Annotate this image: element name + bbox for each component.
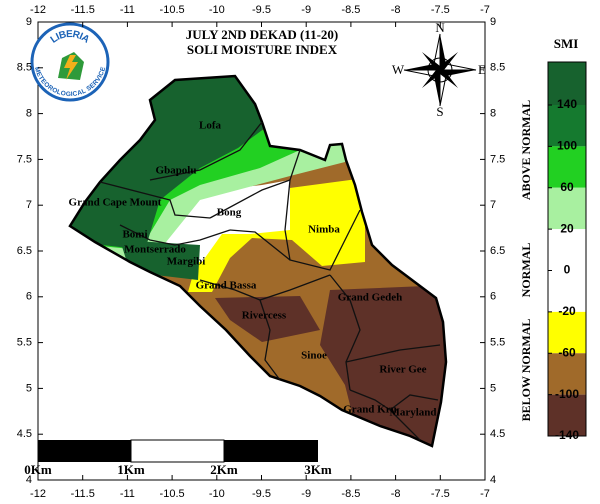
scale-label: 0Km <box>24 462 52 477</box>
x-tick-label: -8 <box>391 4 401 16</box>
county-label: Maryland <box>389 407 436 419</box>
county-label: Nimba <box>308 224 340 236</box>
y-tick-label: 4 <box>26 474 32 486</box>
county-label: Margibi <box>167 256 206 268</box>
x-tick-label: -7.5 <box>431 4 450 16</box>
x-tick-label: -12 <box>30 488 46 500</box>
county-label: River Gee <box>379 364 426 376</box>
y-tick-label: 6 <box>26 291 32 303</box>
compass-n: N <box>435 20 445 35</box>
y-tick-label: 9 <box>26 16 32 28</box>
y-tick-label: 6 <box>490 291 496 303</box>
scale-label: 1Km <box>117 462 145 477</box>
colorbar-label: -60 <box>558 345 576 359</box>
colorbar-label: 100 <box>557 139 577 153</box>
x-tick-label: -12 <box>30 4 46 16</box>
colorbar-label: 0 <box>564 263 571 277</box>
title: SOLI MOISTURE INDEX <box>187 42 338 57</box>
colorbar-band <box>548 62 586 105</box>
x-tick-label: -10 <box>209 488 225 500</box>
y-tick-label: 8 <box>490 108 496 120</box>
colorbar-label: 60 <box>560 180 574 194</box>
y-tick-label: 4.5 <box>17 428 32 440</box>
x-tick-label: -7 <box>480 4 490 16</box>
y-tick-label: 4 <box>490 474 496 486</box>
county-label: Grand Gedeh <box>338 292 402 304</box>
colorbar-band <box>548 105 586 147</box>
county-label: Sinoe <box>301 350 327 362</box>
x-tick-label: -11.5 <box>71 4 95 16</box>
compass: N S E W <box>392 20 486 119</box>
colorbar-band <box>548 394 586 436</box>
colorbar-label: -140 <box>555 428 579 442</box>
logo: LIBERIA METEOROLOGICAL SERVICE <box>30 22 110 102</box>
x-tick-label: -10.5 <box>160 4 185 16</box>
y-tick-label: 5.5 <box>17 337 32 349</box>
x-tick-label: -9 <box>301 488 311 500</box>
scale-label: 3Km <box>304 462 332 477</box>
legend-group: NORMAL <box>519 243 533 298</box>
county-label: Rivercess <box>242 310 287 322</box>
y-tick-label: 8 <box>26 108 32 120</box>
colorbar-label: 20 <box>560 221 574 235</box>
legend-title: SMI <box>554 36 579 51</box>
x-tick-label: -9.5 <box>252 4 271 16</box>
compass-w: W <box>392 62 405 77</box>
y-tick-label: 7 <box>26 199 32 211</box>
scale-label: 2Km <box>210 462 238 477</box>
colorbar-band <box>548 311 586 354</box>
county-label: Bong <box>217 207 242 219</box>
county-label: Grand Cape Mount <box>69 197 162 209</box>
county-label: Montserrado <box>124 244 186 256</box>
x-tick-label: -8 <box>391 488 401 500</box>
x-tick-label: -9.5 <box>252 488 271 500</box>
colorbar-frame <box>547 61 587 437</box>
x-tick-label: -9 <box>301 4 311 16</box>
y-tick-label: 7 <box>490 199 496 211</box>
title: JULY 2ND DEKAD (11-20) <box>186 27 339 42</box>
colorbar-band <box>548 229 586 312</box>
x-tick-label: -11 <box>120 4 135 16</box>
compass-s: S <box>436 104 443 119</box>
county-label: Grand Bassa <box>196 280 257 292</box>
y-tick-label: 4.5 <box>490 428 505 440</box>
county-label: Bomi <box>122 229 147 241</box>
compass-e: E <box>478 62 486 77</box>
y-tick-label: 5.5 <box>490 337 505 349</box>
county-label: Lofa <box>199 120 222 132</box>
y-tick-label: 9 <box>490 16 496 28</box>
x-tick-label: -11 <box>120 488 135 500</box>
x-tick-label: -8.5 <box>341 488 360 500</box>
y-tick-label: 6.5 <box>17 245 32 257</box>
county-labels: Lofa Gbapolu Grand Cape Mount Bong Nimba… <box>69 120 437 419</box>
colorbar-band <box>548 187 586 230</box>
y-tick-label: 6.5 <box>490 245 505 257</box>
x-tick-label: -10 <box>209 4 225 16</box>
legend-group: ABOVE NORMAL <box>519 100 533 200</box>
x-tick-label: -7 <box>480 488 490 500</box>
x-tick-label: -11.5 <box>71 488 95 500</box>
county-label: Gbapolu <box>156 165 197 177</box>
y-tick-label: 5 <box>26 382 32 394</box>
y-tick-label: 8.5 <box>490 62 505 74</box>
y-tick-label: 5 <box>490 382 496 394</box>
colorbar-band <box>548 146 586 188</box>
county-boundaries <box>99 121 441 441</box>
y-tick-label: 7.5 <box>490 153 505 165</box>
colorbar-label: -20 <box>558 304 576 318</box>
legend-group: BELOW NORMAL <box>519 319 533 422</box>
colorbar-band <box>548 353 586 395</box>
y-tick-label: 7.5 <box>17 153 32 165</box>
x-tick-label: -7.5 <box>431 488 450 500</box>
colorbar-label: -100 <box>555 387 579 401</box>
x-tick-label: -10.5 <box>160 488 185 500</box>
x-tick-label: -8.5 <box>341 4 360 16</box>
colorbar-label: 140 <box>557 97 577 111</box>
county-label: Grand Kru <box>343 404 396 416</box>
scale-bar: 0Km 1Km 2Km 3Km <box>24 439 332 477</box>
y-tick-label: 8.5 <box>17 62 32 74</box>
